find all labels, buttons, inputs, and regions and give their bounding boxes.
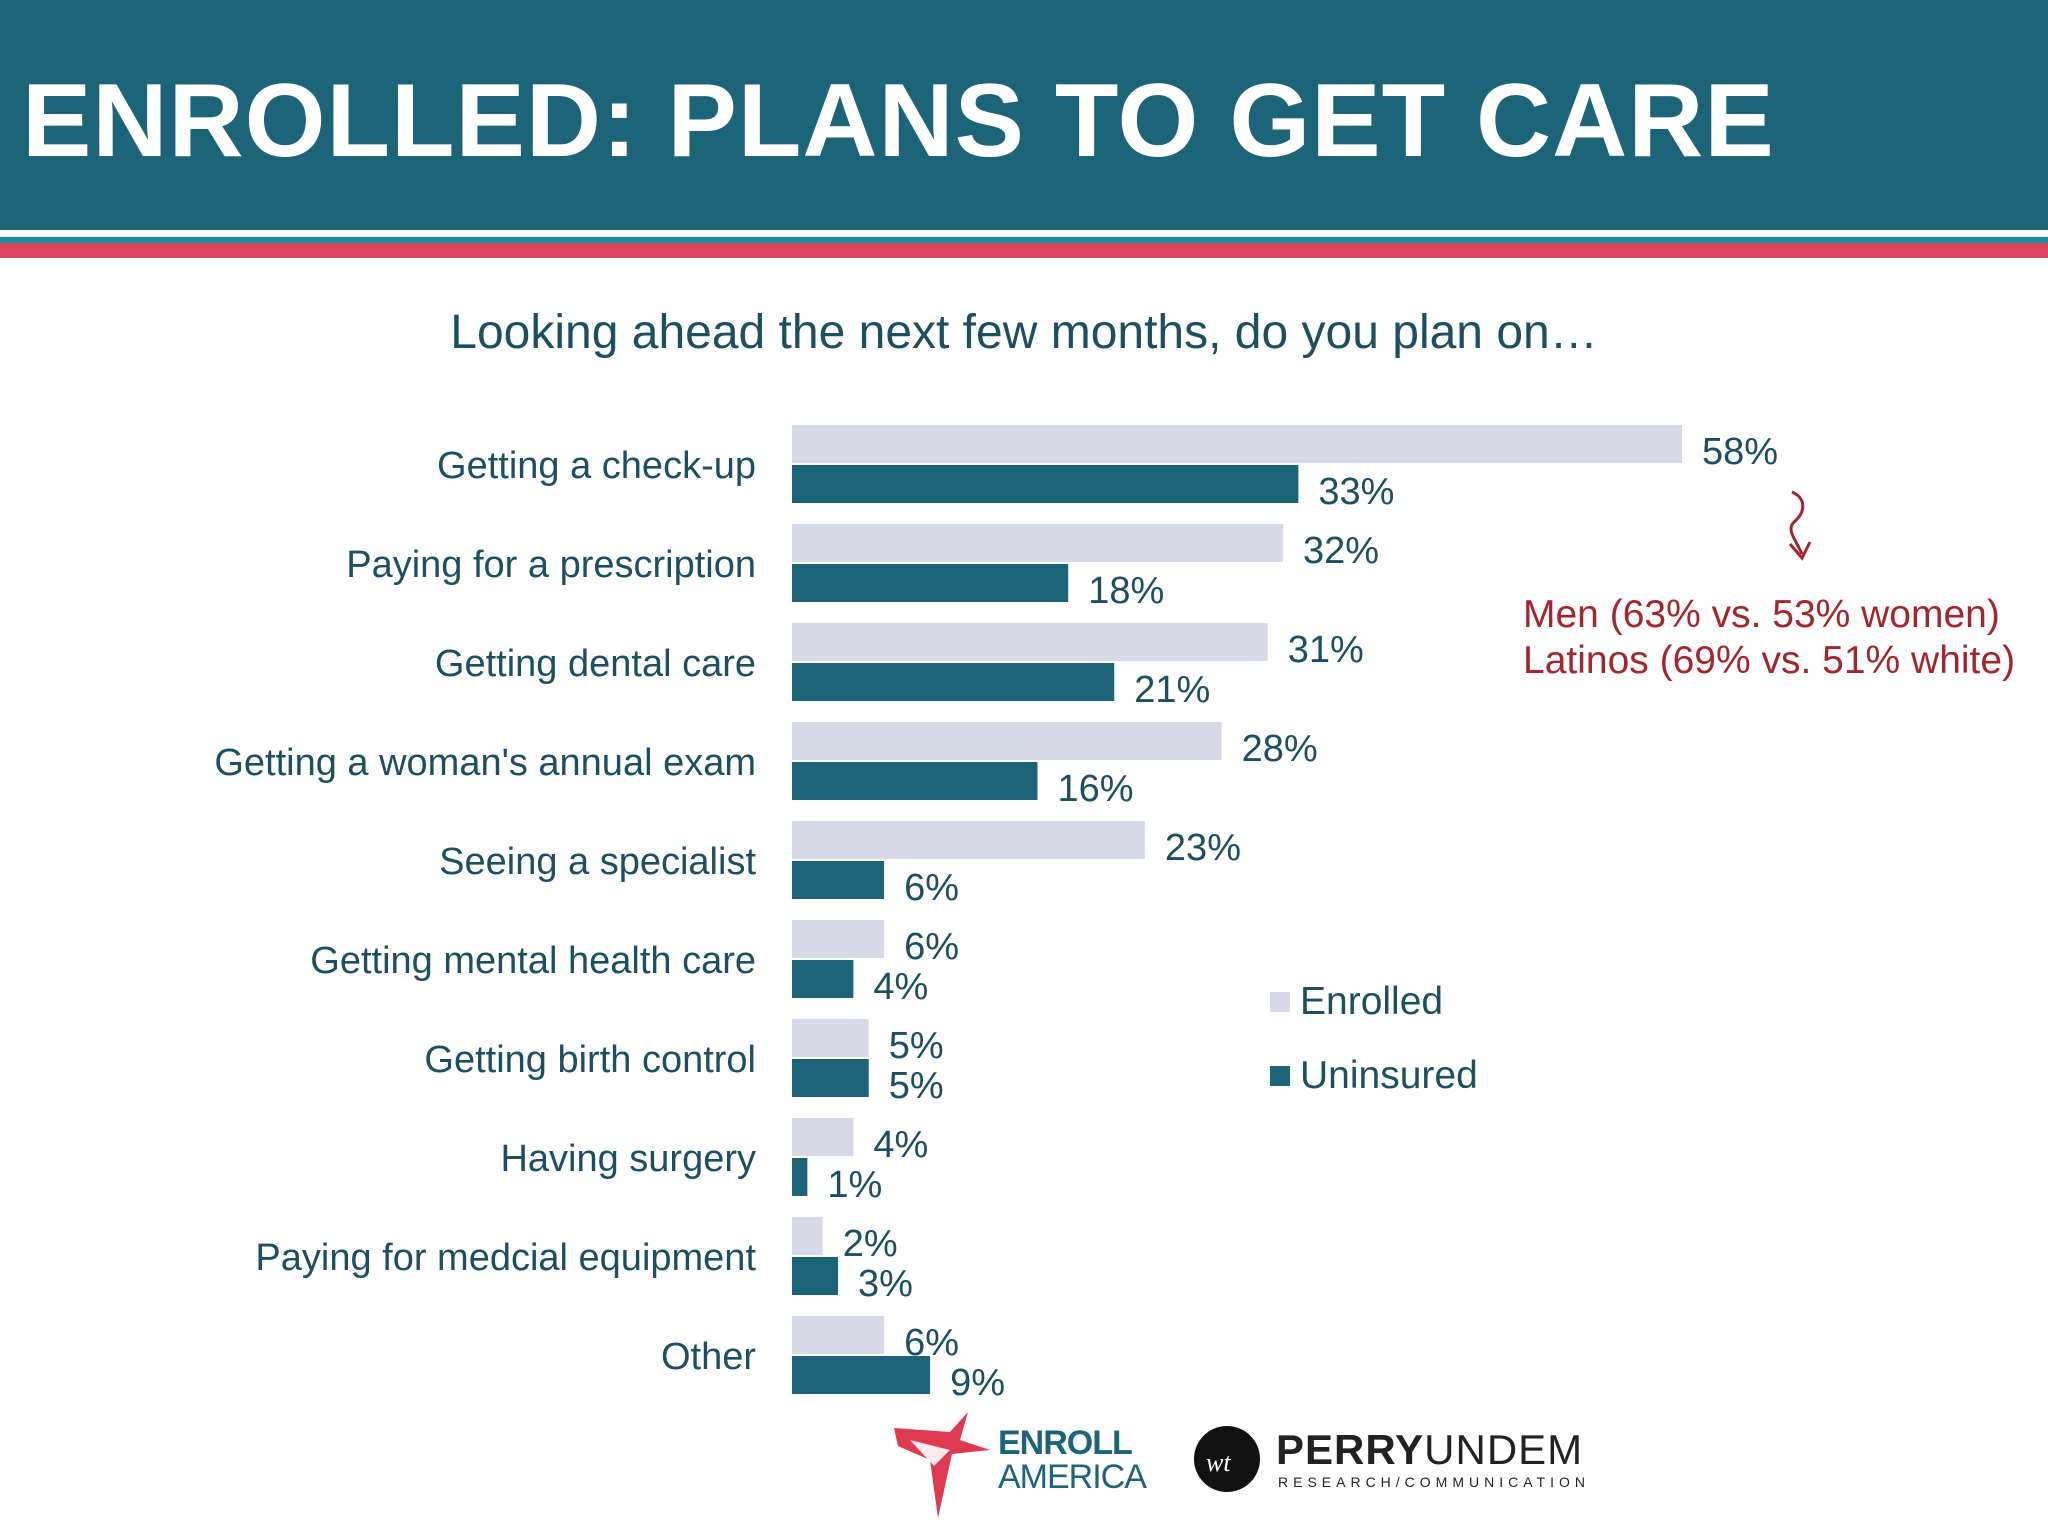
enroll-wordmark-line2: AMERICA xyxy=(998,1458,1147,1496)
bar-uninsured xyxy=(792,465,1299,503)
data-label-uninsured: 9% xyxy=(950,1362,1005,1404)
enroll-wordmark-line1: ENROLL xyxy=(998,1424,1133,1462)
bar-enrolled xyxy=(792,722,1222,760)
category-label: Getting dental care xyxy=(435,643,756,685)
legend-label-uninsured: Uninsured xyxy=(1300,1054,1478,1097)
data-label-enrolled: 32% xyxy=(1303,530,1379,572)
category-label: Other xyxy=(661,1336,756,1378)
annotation-line-latinos: Latinos (69% vs. 51% white) xyxy=(1523,639,2016,682)
category-label: Seeing a specialist xyxy=(439,841,756,883)
legend-label-enrolled: Enrolled xyxy=(1300,980,1444,1023)
chart-title: Looking ahead the next few months, do yo… xyxy=(450,306,1598,359)
perryundem-tagline: RESEARCH/COMMUNICATION xyxy=(1278,1474,1590,1490)
data-label-uninsured: 3% xyxy=(858,1263,913,1305)
star-swoosh-icon xyxy=(894,1412,990,1518)
bar-enrolled xyxy=(792,1019,869,1057)
bar-enrolled xyxy=(792,623,1268,661)
bar-uninsured xyxy=(792,1059,869,1097)
perryundem-monogram-icon: wt xyxy=(1206,1448,1231,1477)
category-label: Getting a woman's annual exam xyxy=(214,742,756,784)
divider-white xyxy=(0,230,2048,237)
data-label-enrolled: 23% xyxy=(1165,827,1241,869)
bar-uninsured xyxy=(792,861,885,899)
bar-enrolled xyxy=(792,1118,854,1156)
data-label-enrolled: 5% xyxy=(889,1025,944,1067)
data-label-uninsured: 4% xyxy=(873,966,928,1008)
bar-uninsured xyxy=(792,1158,808,1196)
data-label-enrolled: 31% xyxy=(1288,629,1364,671)
bar-enrolled xyxy=(792,821,1145,859)
divider-red xyxy=(0,243,2048,258)
enroll-america-logo: ENROLL AMERICA xyxy=(890,1410,1170,1520)
bar-uninsured xyxy=(792,564,1069,602)
category-label: Paying for a prescription xyxy=(346,544,756,586)
data-label-uninsured: 33% xyxy=(1318,471,1394,513)
divider-blue xyxy=(0,237,2048,243)
data-label-uninsured: 21% xyxy=(1134,669,1210,711)
annotation-line-men: Men (63% vs. 53% women) xyxy=(1523,593,2000,636)
bar-uninsured xyxy=(792,1257,839,1295)
category-label: Getting mental health care xyxy=(310,940,756,982)
curved-arrow-icon xyxy=(1788,490,1812,561)
enroll-america-wordmark: ENROLL AMERICA xyxy=(998,1424,1147,1496)
data-label-uninsured: 5% xyxy=(889,1065,944,1107)
data-label-uninsured: 6% xyxy=(904,867,959,909)
data-label-uninsured: 1% xyxy=(827,1164,882,1206)
perry-wordmark-light: UNDEM xyxy=(1424,1426,1584,1473)
data-label-enrolled: 6% xyxy=(904,926,959,968)
data-label-uninsured: 18% xyxy=(1088,570,1164,612)
page-title: ENROLLED: PLANS TO GET CARE xyxy=(22,63,1775,179)
legend-swatch-enrolled xyxy=(1270,992,1290,1012)
bar-enrolled xyxy=(792,1316,885,1354)
category-label: Having surgery xyxy=(500,1138,756,1180)
bar-uninsured xyxy=(792,960,854,998)
bar-uninsured xyxy=(792,762,1038,800)
category-label: Getting birth control xyxy=(424,1039,756,1081)
perryundem-circle-icon: wt xyxy=(1194,1426,1260,1492)
header-banner: ENROLLED: PLANS TO GET CARE xyxy=(0,0,2048,230)
bar-uninsured xyxy=(792,663,1115,701)
perryundem-logo: wt PERRYUNDEM RESEARCH/COMMUNICATION xyxy=(1194,1426,1654,1506)
data-label-enrolled: 28% xyxy=(1242,728,1318,770)
bar-enrolled xyxy=(792,425,1682,463)
category-label: Paying for medcial equipment xyxy=(255,1237,756,1279)
legend-swatch-uninsured xyxy=(1270,1066,1290,1086)
perry-wordmark-bold: PERRY xyxy=(1276,1426,1425,1473)
data-label-uninsured: 16% xyxy=(1058,768,1134,810)
bar-uninsured xyxy=(792,1356,931,1394)
bar-enrolled xyxy=(792,1217,823,1255)
perryundem-wordmark: PERRYUNDEM xyxy=(1276,1426,1583,1474)
data-label-enrolled: 2% xyxy=(843,1223,898,1265)
data-label-enrolled: 4% xyxy=(873,1124,928,1166)
data-label-enrolled: 58% xyxy=(1702,431,1778,473)
category-label: Getting a check-up xyxy=(437,445,756,487)
bar-enrolled xyxy=(792,920,885,958)
bar-chart: Getting a check-up 58% 33% Paying for a pre… xyxy=(214,425,1778,1404)
annotation-note: Men (63% vs. 53% women) Latinos (69% vs.… xyxy=(1523,592,2015,684)
bar-enrolled xyxy=(792,524,1284,562)
